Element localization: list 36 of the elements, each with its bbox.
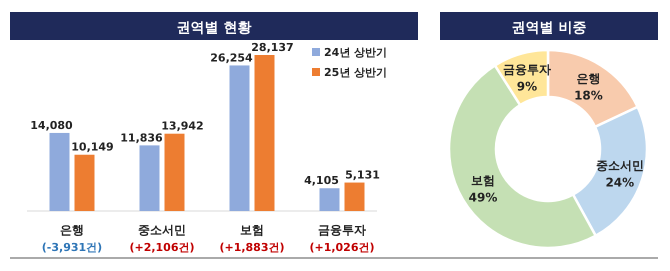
x-tick-label: 보험 — [240, 223, 264, 237]
chart-title: 권역별 비중 — [512, 20, 586, 36]
data-label: 49% — [468, 190, 498, 204]
bar — [230, 65, 250, 211]
legend-label: 24년 상반기 — [324, 46, 388, 59]
bar — [344, 182, 364, 211]
data-label: 11,836 — [120, 131, 164, 144]
chart-title: 권역별 현황 — [176, 20, 252, 36]
slice-label: 은행 — [576, 71, 600, 86]
slice-label: 보험 — [471, 173, 496, 188]
x-tick-label: 은행 — [60, 223, 84, 237]
data-label: 5,131 — [345, 168, 380, 182]
data-label: 9% — [516, 80, 538, 94]
bar — [254, 55, 274, 211]
bar — [140, 145, 160, 211]
data-label: 26,254 — [210, 51, 254, 64]
data-label: 14,080 — [30, 118, 74, 132]
text: (+1,883건) — [219, 241, 285, 254]
legend-label: 25년 상반기 — [324, 66, 388, 79]
data-label: 24% — [605, 175, 634, 190]
data-label: 4,105 — [304, 174, 339, 188]
x-tick-label: 금융투자 — [318, 223, 366, 237]
x-tick-label: 중소서민 — [138, 223, 186, 237]
data-label: 28,137 — [251, 41, 294, 54]
data-label: 10,149 — [71, 140, 114, 154]
text: (+1,026건) — [309, 241, 375, 254]
slice-label: 중소서민 — [596, 158, 644, 172]
bar — [164, 134, 184, 211]
text: (+2,106건) — [129, 241, 195, 254]
data-label: 13,942 — [161, 120, 204, 133]
slice-label: 금융투자 — [502, 62, 551, 76]
text: (-3,931건) — [42, 241, 102, 254]
bar — [320, 188, 340, 211]
data-label: 18% — [574, 88, 603, 102]
bar — [50, 132, 70, 211]
bar — [74, 154, 94, 211]
